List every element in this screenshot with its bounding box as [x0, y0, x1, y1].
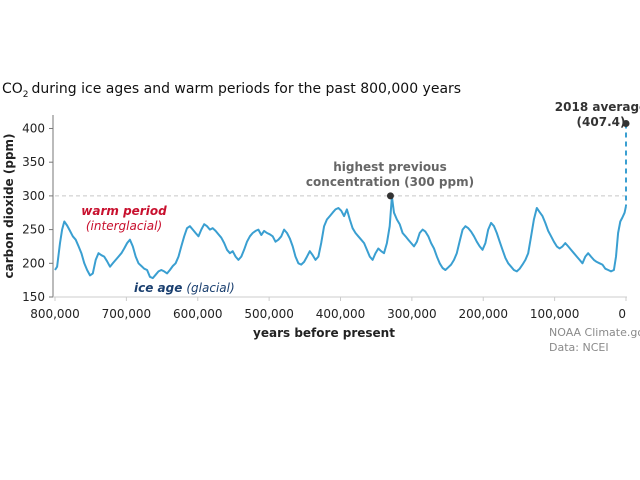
x-tick-label: 100,000	[530, 307, 580, 321]
title-co: CO	[2, 81, 23, 97]
x-axis-title: years before present	[253, 326, 395, 340]
title-rest: during ice ages and warm periods for the…	[32, 81, 462, 97]
x-tick-label: 400,000	[316, 307, 366, 321]
label-warm-period: warm period	[81, 204, 167, 218]
y-tick-label: 300	[22, 189, 45, 203]
label-ice-age: ice age (glacial)	[134, 281, 235, 295]
title-sub: 2	[23, 90, 29, 100]
x-tick-label: 200,000	[458, 307, 508, 321]
label-2018-line1: 2018 average	[555, 100, 640, 114]
credit-source: NOAA Climate.gov	[549, 326, 640, 339]
x-tick-label: 700,000	[102, 307, 152, 321]
point-highest-previous	[386, 192, 394, 200]
point-2018-average	[622, 119, 630, 127]
label-2018-line2: (407.4)	[577, 115, 626, 129]
label-glacial: (glacial)	[186, 281, 234, 295]
x-axis-ticks: 800,000 700,000 600,000 500,000 400,000 300,0…	[30, 297, 627, 321]
label-peak-line2: concentration (300 ppm)	[306, 175, 474, 189]
label-ice-age-bold: ice age	[134, 281, 182, 295]
x-tick-label: 500,000	[244, 307, 294, 321]
y-tick-label: 250	[22, 223, 45, 237]
label-peak-line1: highest previous	[333, 160, 447, 174]
x-tick-label: 300,000	[387, 307, 437, 321]
x-tick-label: 600,000	[173, 307, 223, 321]
y-tick-label: 200	[22, 256, 45, 270]
y-tick-label: 400	[22, 121, 45, 135]
chart-title: CO2 during ice ages and warm periods for …	[2, 81, 461, 100]
credit-data: Data: NCEI	[549, 341, 609, 354]
y-tick-label: 350	[22, 155, 45, 169]
y-axis-title: carbon dioxide (ppm)	[2, 133, 16, 278]
y-axis-ticks: 150 200 250 300 350 400	[22, 121, 53, 304]
label-interglacial: (interglacial)	[86, 219, 162, 233]
x-tick-label: 800,000	[30, 307, 80, 321]
series-line-co2	[54, 195, 627, 280]
x-tick-label: 0	[618, 307, 626, 321]
y-tick-label: 150	[22, 290, 45, 304]
